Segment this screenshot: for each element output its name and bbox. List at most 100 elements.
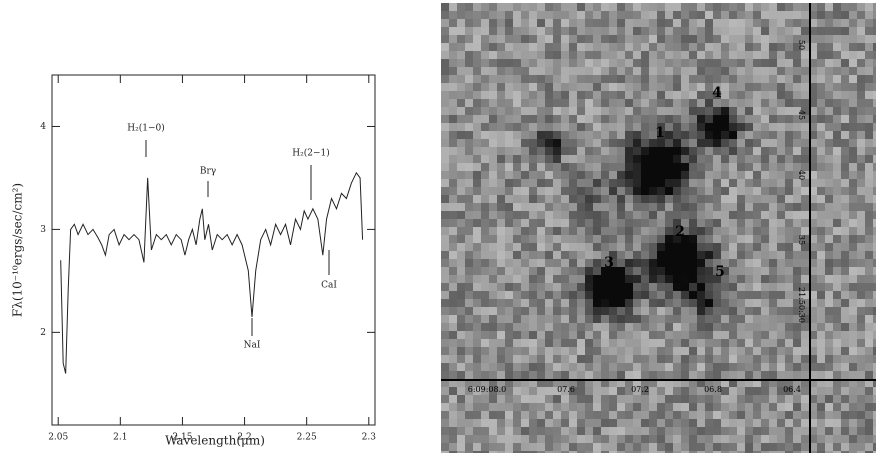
pixel xyxy=(657,363,665,371)
pixel xyxy=(713,347,721,355)
pixel xyxy=(833,251,841,259)
pixel xyxy=(497,115,505,123)
pixel xyxy=(657,139,665,147)
pixel xyxy=(489,131,497,139)
pixel xyxy=(617,171,625,179)
pixel xyxy=(457,11,465,19)
pixel xyxy=(465,435,473,443)
pixel xyxy=(705,299,713,307)
pixel xyxy=(513,83,521,91)
pixel xyxy=(537,323,545,331)
pixel xyxy=(729,211,737,219)
pixel xyxy=(545,387,553,395)
pixel xyxy=(809,299,817,307)
pixel xyxy=(601,291,609,299)
pixel xyxy=(857,187,865,195)
pixel xyxy=(633,379,641,387)
pixel xyxy=(449,251,457,259)
pixel xyxy=(617,347,625,355)
pixel xyxy=(601,91,609,99)
pixel xyxy=(785,267,793,275)
pixel xyxy=(865,35,873,43)
pixel xyxy=(681,355,689,363)
pixel xyxy=(801,339,809,347)
pixel xyxy=(801,299,809,307)
pixel xyxy=(561,339,569,347)
pixel xyxy=(593,83,601,91)
pixel xyxy=(585,3,593,11)
pixel xyxy=(729,27,737,35)
pixel xyxy=(833,395,841,403)
pixel xyxy=(849,339,857,347)
pixel xyxy=(665,99,673,107)
pixel xyxy=(753,91,761,99)
pixel xyxy=(481,115,489,123)
pixel xyxy=(633,19,641,27)
pixel xyxy=(713,107,721,115)
pixel xyxy=(689,411,697,419)
pixel xyxy=(841,299,849,307)
pixel xyxy=(809,3,817,11)
pixel xyxy=(617,411,625,419)
pixel xyxy=(777,267,785,275)
pixel xyxy=(801,59,809,67)
pixel xyxy=(609,3,617,11)
pixel xyxy=(873,451,876,453)
pixel xyxy=(481,291,489,299)
pixel xyxy=(521,275,529,283)
pixel xyxy=(609,43,617,51)
pixel xyxy=(441,91,449,99)
pixel xyxy=(593,59,601,67)
pixel xyxy=(793,219,801,227)
pixel xyxy=(689,451,697,453)
pixel xyxy=(617,235,625,243)
pixel xyxy=(609,307,617,315)
annotation: NaI xyxy=(244,341,261,351)
pixel xyxy=(601,243,609,251)
pixel xyxy=(777,59,785,67)
pixel xyxy=(449,227,457,235)
pixel xyxy=(441,51,449,59)
pixel xyxy=(865,99,873,107)
pixel xyxy=(521,387,529,395)
pixel xyxy=(801,371,809,379)
pixel xyxy=(793,91,801,99)
pixel xyxy=(585,251,593,259)
pixel xyxy=(553,331,561,339)
pixel xyxy=(673,331,681,339)
pixel xyxy=(513,251,521,259)
pixel xyxy=(457,195,465,203)
pixel xyxy=(785,339,793,347)
pixel xyxy=(721,371,729,379)
pixel xyxy=(577,299,585,307)
pixel xyxy=(713,251,721,259)
pixel xyxy=(625,283,633,291)
pixel xyxy=(473,155,481,163)
pixel xyxy=(721,387,729,395)
pixel xyxy=(833,131,841,139)
pixel xyxy=(825,411,833,419)
pixel xyxy=(545,307,553,315)
pixel xyxy=(681,203,689,211)
pixel xyxy=(745,99,753,107)
pixel xyxy=(865,147,873,155)
pixel xyxy=(753,427,761,435)
pixel xyxy=(521,235,529,243)
pixel xyxy=(633,51,641,59)
pixel xyxy=(553,227,561,235)
pixel xyxy=(849,299,857,307)
pixel xyxy=(545,171,553,179)
pixel xyxy=(753,155,761,163)
pixel xyxy=(489,283,497,291)
pixel xyxy=(601,443,609,451)
pixel xyxy=(457,155,465,163)
pixel xyxy=(585,211,593,219)
pixel xyxy=(817,179,825,187)
pixel xyxy=(769,195,777,203)
pixel xyxy=(721,115,729,123)
pixel xyxy=(609,187,617,195)
pixel xyxy=(785,139,793,147)
pixel xyxy=(505,339,513,347)
pixel xyxy=(441,347,449,355)
pixel xyxy=(865,235,873,243)
